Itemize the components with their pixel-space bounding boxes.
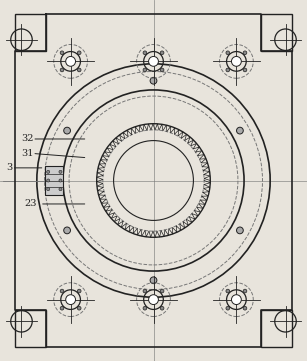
Ellipse shape: [143, 51, 147, 55]
Ellipse shape: [66, 295, 76, 305]
Ellipse shape: [143, 68, 147, 72]
Ellipse shape: [47, 188, 50, 191]
Ellipse shape: [60, 289, 64, 293]
Ellipse shape: [47, 179, 50, 182]
Ellipse shape: [160, 306, 164, 310]
Text: 31: 31: [21, 149, 34, 158]
Ellipse shape: [149, 295, 158, 305]
Ellipse shape: [231, 295, 241, 305]
Ellipse shape: [143, 306, 147, 310]
Ellipse shape: [77, 306, 81, 310]
Ellipse shape: [226, 51, 230, 55]
Ellipse shape: [160, 68, 164, 72]
Ellipse shape: [243, 51, 247, 55]
Ellipse shape: [60, 51, 64, 55]
Ellipse shape: [150, 277, 157, 284]
Ellipse shape: [47, 170, 50, 173]
Ellipse shape: [64, 127, 71, 134]
Ellipse shape: [226, 306, 230, 310]
Ellipse shape: [160, 51, 164, 55]
Text: 32: 32: [21, 135, 34, 143]
Ellipse shape: [150, 77, 157, 84]
Ellipse shape: [236, 227, 243, 234]
Text: 23: 23: [25, 200, 37, 208]
Text: 3: 3: [6, 164, 12, 172]
Ellipse shape: [64, 227, 71, 234]
Ellipse shape: [243, 306, 247, 310]
Ellipse shape: [59, 170, 62, 173]
Ellipse shape: [243, 68, 247, 72]
Ellipse shape: [160, 289, 164, 293]
Ellipse shape: [243, 289, 247, 293]
Ellipse shape: [149, 56, 158, 66]
Ellipse shape: [60, 306, 64, 310]
Ellipse shape: [59, 179, 62, 182]
Ellipse shape: [77, 289, 81, 293]
Ellipse shape: [59, 188, 62, 191]
Ellipse shape: [60, 68, 64, 72]
Ellipse shape: [143, 289, 147, 293]
Ellipse shape: [236, 127, 243, 134]
Ellipse shape: [226, 289, 230, 293]
Ellipse shape: [77, 51, 81, 55]
Ellipse shape: [231, 56, 241, 66]
Ellipse shape: [77, 68, 81, 72]
Polygon shape: [45, 166, 63, 195]
Ellipse shape: [66, 56, 76, 66]
Ellipse shape: [226, 68, 230, 72]
